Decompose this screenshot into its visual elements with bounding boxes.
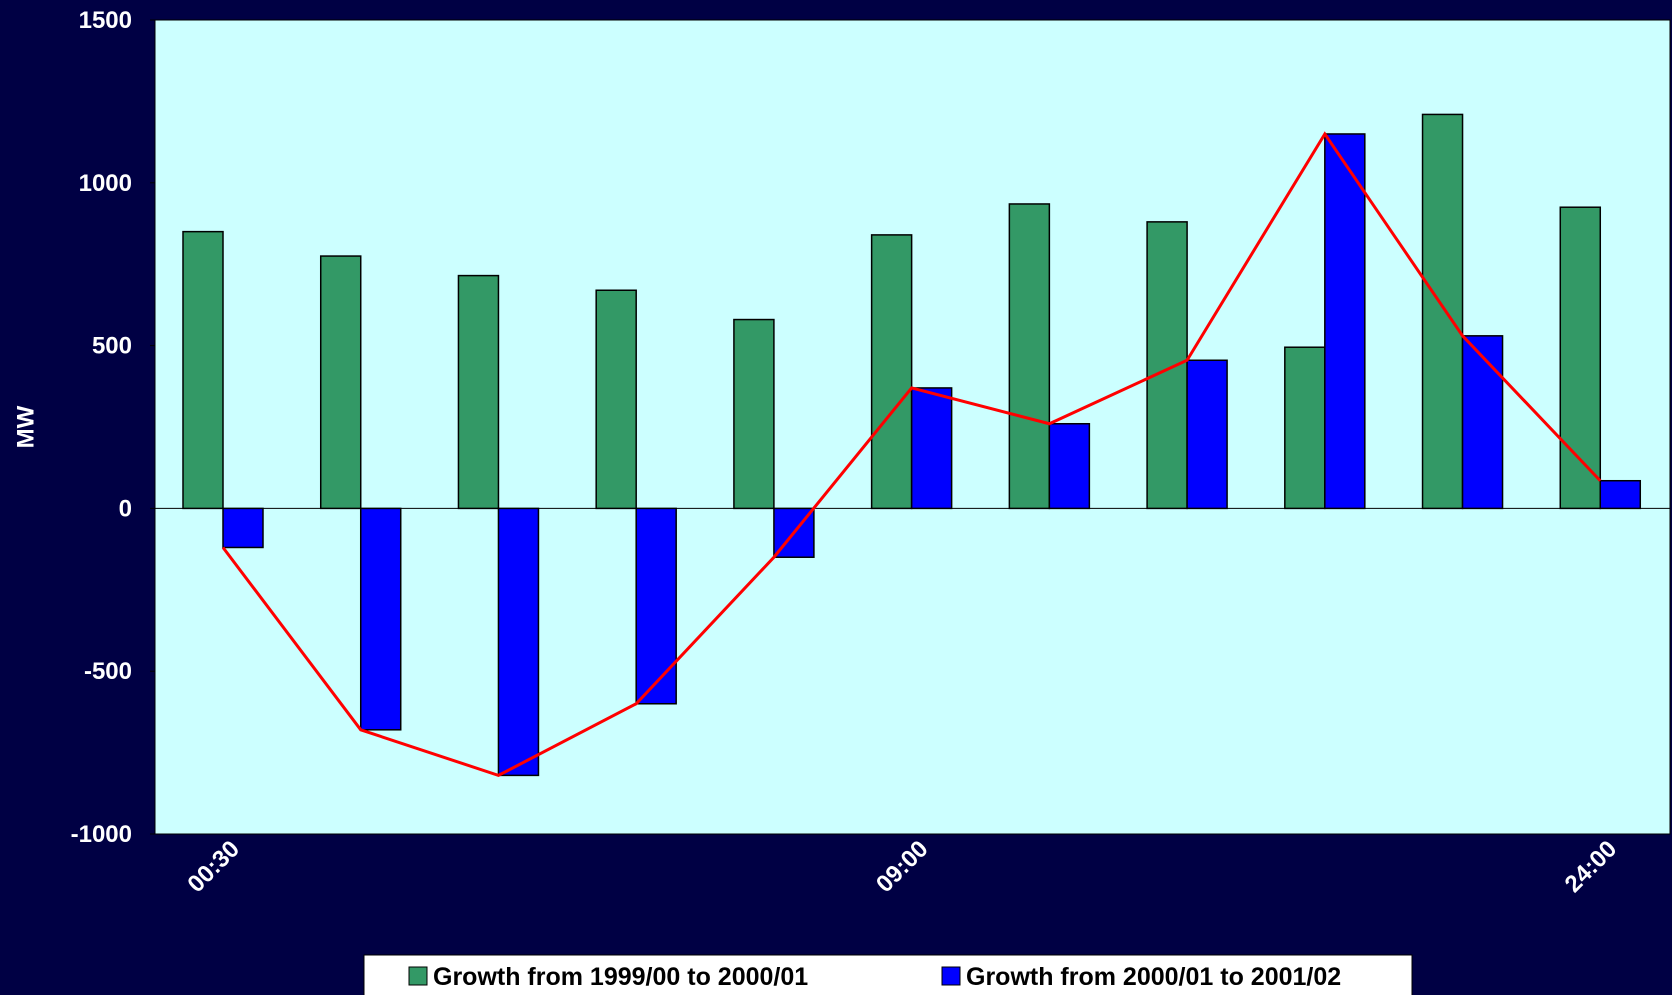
y-tick-label: 500 — [92, 333, 132, 360]
series-1-bar — [182, 230, 224, 510]
series-1-bar — [1008, 203, 1051, 510]
series-1-bar — [733, 318, 775, 510]
series-2-bar — [1599, 479, 1642, 510]
series-1-bar — [1421, 113, 1464, 510]
series-2-bar — [1324, 133, 1366, 510]
legend-box — [363, 954, 1413, 995]
y-tick-label: 0 — [119, 495, 132, 522]
series-2-bar — [222, 507, 264, 549]
y-tick-label: -500 — [84, 658, 132, 685]
y-tick-label: -1000 — [71, 821, 132, 848]
series-2-bar — [359, 507, 402, 731]
trend-line — [221, 131, 1602, 778]
x-tick-label: 09:00 — [871, 835, 934, 898]
x-tick-label: 00:30 — [182, 835, 245, 898]
series-2-bar — [910, 387, 953, 510]
x-axis-ticks: 00:30 09:00 24:00 — [182, 835, 1622, 898]
legend-label-series-2: Growth from 2000/01 to 2001/02 — [966, 963, 1341, 991]
y-axis-ticks: 1500 1000 500 0 -500 -1000 — [71, 7, 155, 848]
series-2-bar — [1461, 335, 1504, 510]
series-1-bars — [182, 113, 1602, 510]
series-1-bar — [319, 255, 362, 510]
y-tick-label: 1500 — [79, 7, 132, 34]
series-2-bar — [635, 507, 677, 705]
series-2-bar — [497, 507, 540, 777]
legend-swatch-series-2 — [941, 966, 961, 986]
series-1-bar — [457, 274, 500, 510]
legend: Growth from 1999/00 to 2000/01 Growth fr… — [363, 954, 1413, 995]
y-tick-label: 1000 — [79, 170, 132, 197]
series-2-bar — [1186, 359, 1228, 510]
series-1-bar — [1146, 221, 1188, 510]
legend-swatch-series-1 — [408, 966, 428, 986]
series-1-bar — [595, 289, 637, 510]
y-axis-title: MW — [12, 405, 39, 448]
x-tick-label: 24:00 — [1560, 835, 1623, 898]
series-2-bars — [222, 133, 1642, 777]
series-1-bar — [1559, 206, 1602, 510]
series-2-bar — [1048, 422, 1091, 510]
series-1-bar — [870, 234, 913, 510]
legend-label-series-1: Growth from 1999/00 to 2000/01 — [433, 963, 808, 991]
series-1-bar — [1284, 346, 1326, 510]
